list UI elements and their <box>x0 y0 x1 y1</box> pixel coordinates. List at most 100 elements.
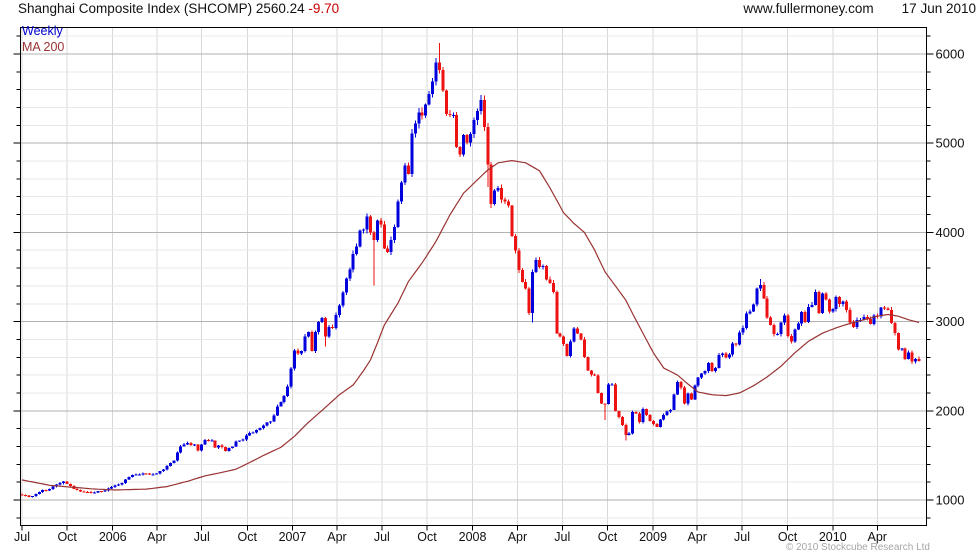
candle-down <box>79 490 83 492</box>
candle-down <box>575 328 579 334</box>
candle-up <box>541 265 545 267</box>
candle-down <box>148 473 152 475</box>
candle-down <box>500 188 504 200</box>
grid-layer <box>20 27 927 526</box>
candle-down <box>869 318 873 325</box>
candle-up <box>834 296 838 310</box>
candle-up <box>782 315 786 323</box>
candle-up <box>696 377 700 386</box>
candle-down <box>220 445 224 448</box>
candle-down <box>82 491 86 493</box>
legend-ma200: MA 200 <box>22 40 65 54</box>
candle-down <box>538 259 541 267</box>
ma200-line <box>21 159 920 491</box>
candle-up <box>800 311 804 324</box>
candle-down <box>213 440 217 448</box>
candle-up <box>130 474 134 477</box>
candle-up <box>424 104 428 116</box>
candle-up <box>127 476 131 480</box>
chart-title-text: Shanghai Composite Index (SHCOMP) 2560.2… <box>18 1 309 16</box>
candle-down <box>769 317 773 326</box>
date-text: 17 Jun 2010 <box>901 1 976 16</box>
candle-down <box>68 483 72 487</box>
candle-up <box>244 435 248 440</box>
candle-up <box>137 474 141 476</box>
candle-up <box>631 412 635 434</box>
candle-up <box>662 414 666 420</box>
header-right: www.fullermoney.com 17 Jun 2010 <box>743 1 976 16</box>
candle-down <box>620 416 624 426</box>
candle-up <box>403 165 407 183</box>
candle-down <box>379 220 383 225</box>
x-tick-label: Oct <box>778 530 798 544</box>
candle-up <box>707 363 711 372</box>
axes-layer <box>13 27 934 526</box>
candle-down <box>86 491 90 493</box>
candle-up <box>479 100 483 111</box>
candle-down <box>555 292 559 334</box>
candle-down <box>851 322 855 328</box>
candle-down <box>896 333 900 350</box>
candle-up <box>120 483 124 485</box>
candle-up <box>493 190 497 204</box>
candle-up <box>151 474 155 476</box>
candle-up <box>161 469 165 472</box>
candle-down <box>886 308 890 310</box>
candle-up <box>751 304 755 312</box>
candle-up <box>862 316 866 320</box>
candle-down <box>762 284 766 299</box>
candle-down <box>624 425 628 435</box>
candle-down <box>527 288 531 314</box>
candle-up <box>686 393 690 404</box>
axis-labels: 1000 2000 3000 4000 5000 6000 Jul Oct 2006 Apr Jul… <box>14 46 964 544</box>
candle-up <box>434 62 438 82</box>
candle-down <box>196 444 200 451</box>
plot-border <box>20 27 927 526</box>
candle-down <box>917 359 921 361</box>
candle-down <box>503 199 507 202</box>
candle-up <box>265 422 269 426</box>
candle-up <box>793 329 797 342</box>
candle-down <box>586 356 590 371</box>
candle-up <box>124 479 127 484</box>
candle-down <box>848 310 852 323</box>
candle-down <box>99 491 103 493</box>
candle-up <box>210 440 214 442</box>
candle-up <box>820 293 824 314</box>
y-tick-label: 6000 <box>936 46 965 61</box>
candle-up <box>268 421 272 423</box>
candle-down <box>20 494 24 496</box>
candle-up <box>334 314 338 328</box>
candle-up <box>627 433 631 435</box>
candle-down <box>582 339 586 357</box>
chart-title-change: -9.70 <box>308 1 340 16</box>
candle-up <box>841 301 845 305</box>
candle-down <box>510 205 514 236</box>
candle-down <box>589 370 593 375</box>
candle-up <box>293 350 297 369</box>
candle-down <box>600 392 604 404</box>
candle-up <box>255 429 259 433</box>
candle-down <box>455 114 459 147</box>
candle-up <box>807 306 811 323</box>
candle-up <box>103 490 107 492</box>
candle-up <box>248 432 252 436</box>
candle-up <box>37 492 41 495</box>
candle-up <box>289 368 293 387</box>
candle-up <box>92 492 96 494</box>
candle-up <box>427 93 431 105</box>
candle-up <box>172 460 176 463</box>
y-tick-label: 1000 <box>936 492 965 507</box>
candle-up <box>262 425 265 428</box>
candle-up <box>227 448 231 452</box>
candle-down <box>517 250 521 270</box>
candle-up <box>472 119 476 135</box>
candle-up <box>872 315 876 325</box>
candle-up <box>717 355 721 369</box>
candle-down <box>596 375 600 393</box>
candle-up <box>134 474 138 476</box>
candle-up <box>251 432 255 434</box>
x-tick-label: Apr <box>868 530 887 544</box>
candle-down <box>310 332 314 351</box>
